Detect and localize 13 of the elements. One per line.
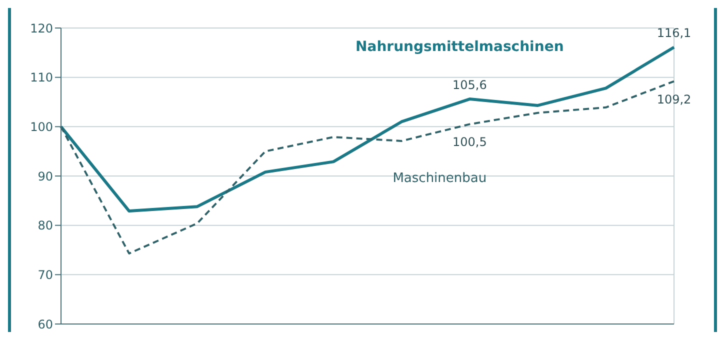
y-tick-label: 120 [30, 21, 53, 36]
y-tick-label: 90 [38, 169, 53, 184]
y-tick-label: 110 [30, 70, 53, 85]
data-label: 116,1 [656, 26, 692, 40]
data-label: 105,6 [452, 78, 487, 92]
y-tick-label: 60 [38, 317, 53, 332]
data-label: 100,5 [452, 135, 487, 150]
text: Maschinenbau [392, 171, 487, 186]
y-tick-label: 80 [38, 218, 53, 233]
y-tick-label: 100 [30, 120, 53, 134]
data-label: 109,2 [656, 92, 692, 106]
y-tick-label: 70 [38, 268, 53, 282]
text: Nahrungsmittelmaschinen [356, 39, 564, 56]
